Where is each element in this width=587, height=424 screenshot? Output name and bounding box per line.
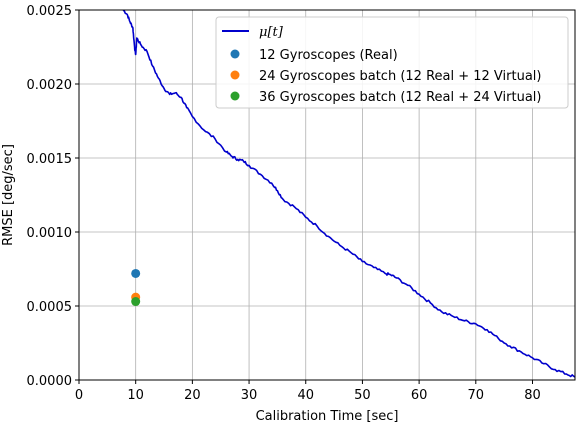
y-axis-label: RMSE [deg/sec] bbox=[1, 144, 16, 246]
mu-line-series bbox=[122, 10, 575, 378]
y-tick-label: 0.0025 bbox=[27, 4, 73, 19]
legend-label-36-gyroscopes: 36 Gyroscopes batch (12 Real + 24 Virtua… bbox=[259, 90, 541, 105]
legend-marker-24-gyroscopes bbox=[230, 70, 240, 80]
x-tick-label: 60 bbox=[411, 388, 428, 403]
legend: μ[t] 12 Gyroscopes (Real) 24 Gyroscopes … bbox=[215, 16, 569, 109]
x-tick-label: 80 bbox=[524, 388, 541, 403]
x-tick-label: 20 bbox=[184, 388, 201, 403]
y-tick-label: 0.0000 bbox=[27, 374, 73, 389]
legend-marker-36-gyroscopes bbox=[230, 91, 240, 101]
x-tick-label: 30 bbox=[241, 388, 258, 403]
x-tick-label: 10 bbox=[127, 388, 144, 403]
legend-label-24-gyroscopes: 24 Gyroscopes batch (12 Real + 12 Virtua… bbox=[259, 69, 541, 84]
y-tick-label: 0.0005 bbox=[27, 300, 73, 315]
x-tick-label: 0 bbox=[75, 388, 83, 403]
scatter-point-series-3 bbox=[131, 297, 141, 307]
x-tick-label: 50 bbox=[354, 388, 371, 403]
legend-marker-12-gyroscopes bbox=[230, 49, 240, 59]
plot-area bbox=[122, 10, 575, 378]
x-tick-label: 70 bbox=[468, 388, 485, 403]
y-tick-label: 0.0010 bbox=[27, 226, 73, 241]
legend-line-label: μ[t] bbox=[259, 25, 284, 40]
legend-label-12-gyroscopes: 12 Gyroscopes (Real) bbox=[259, 48, 398, 63]
y-tick-label: 0.0020 bbox=[27, 78, 73, 93]
ticks: 0 10 20 30 40 50 60 70 80 0.0000 0.0005 0.0010 0.001… bbox=[27, 4, 541, 403]
axes-frame bbox=[78, 9, 576, 381]
scatter-point-series-1 bbox=[131, 268, 141, 278]
y-tick-label: 0.0015 bbox=[27, 152, 73, 167]
legend-box bbox=[215, 16, 569, 109]
x-axis-label: Calibration Time [sec] bbox=[256, 409, 399, 424]
x-tick-label: 40 bbox=[297, 388, 314, 403]
